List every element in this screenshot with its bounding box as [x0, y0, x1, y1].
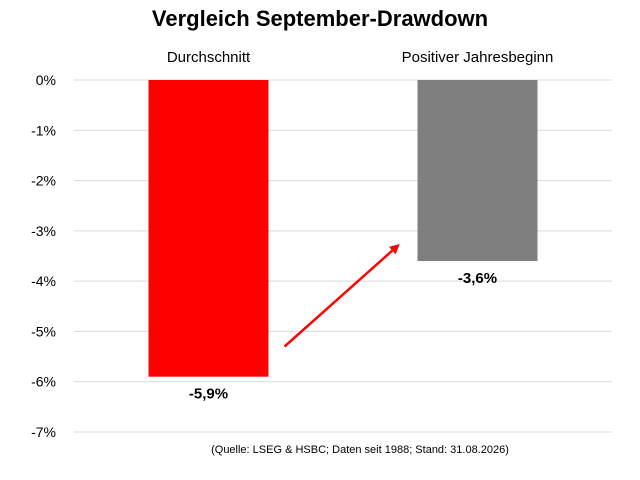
y-tick-label: -3%: [31, 223, 56, 239]
category-label: Positiver Jahresbeginn: [402, 49, 554, 66]
source-note: (Quelle: LSEG & HSBC; Daten seit 1988; S…: [211, 444, 509, 456]
value-labels: -5,9% -3,6%: [189, 270, 497, 403]
category-labels: Durchschnitt Positiver Jahresbeginn: [167, 49, 554, 66]
category-label: Durchschnitt: [167, 49, 251, 66]
y-axis-tick-labels: 0% -1% -2% -3% -4% -5% -6% -7%: [31, 72, 56, 440]
y-tick-label: -6%: [31, 374, 56, 390]
annotation-layer: [283, 243, 400, 348]
y-tick-label: -4%: [31, 273, 56, 289]
y-tick-label: -7%: [31, 424, 56, 440]
bar: [148, 80, 269, 377]
value-label: -5,9%: [189, 386, 228, 403]
y-tick-label: -1%: [31, 122, 56, 138]
y-tick-label: 0%: [36, 72, 56, 88]
bars: [148, 80, 538, 377]
annotation-arrow: [283, 243, 400, 348]
bar: [417, 80, 538, 262]
y-tick-label: -2%: [31, 173, 56, 189]
chart-title: Vergleich September-Drawdown: [151, 6, 489, 31]
value-label: -3,6%: [458, 270, 497, 287]
y-tick-label: -5%: [31, 323, 56, 339]
